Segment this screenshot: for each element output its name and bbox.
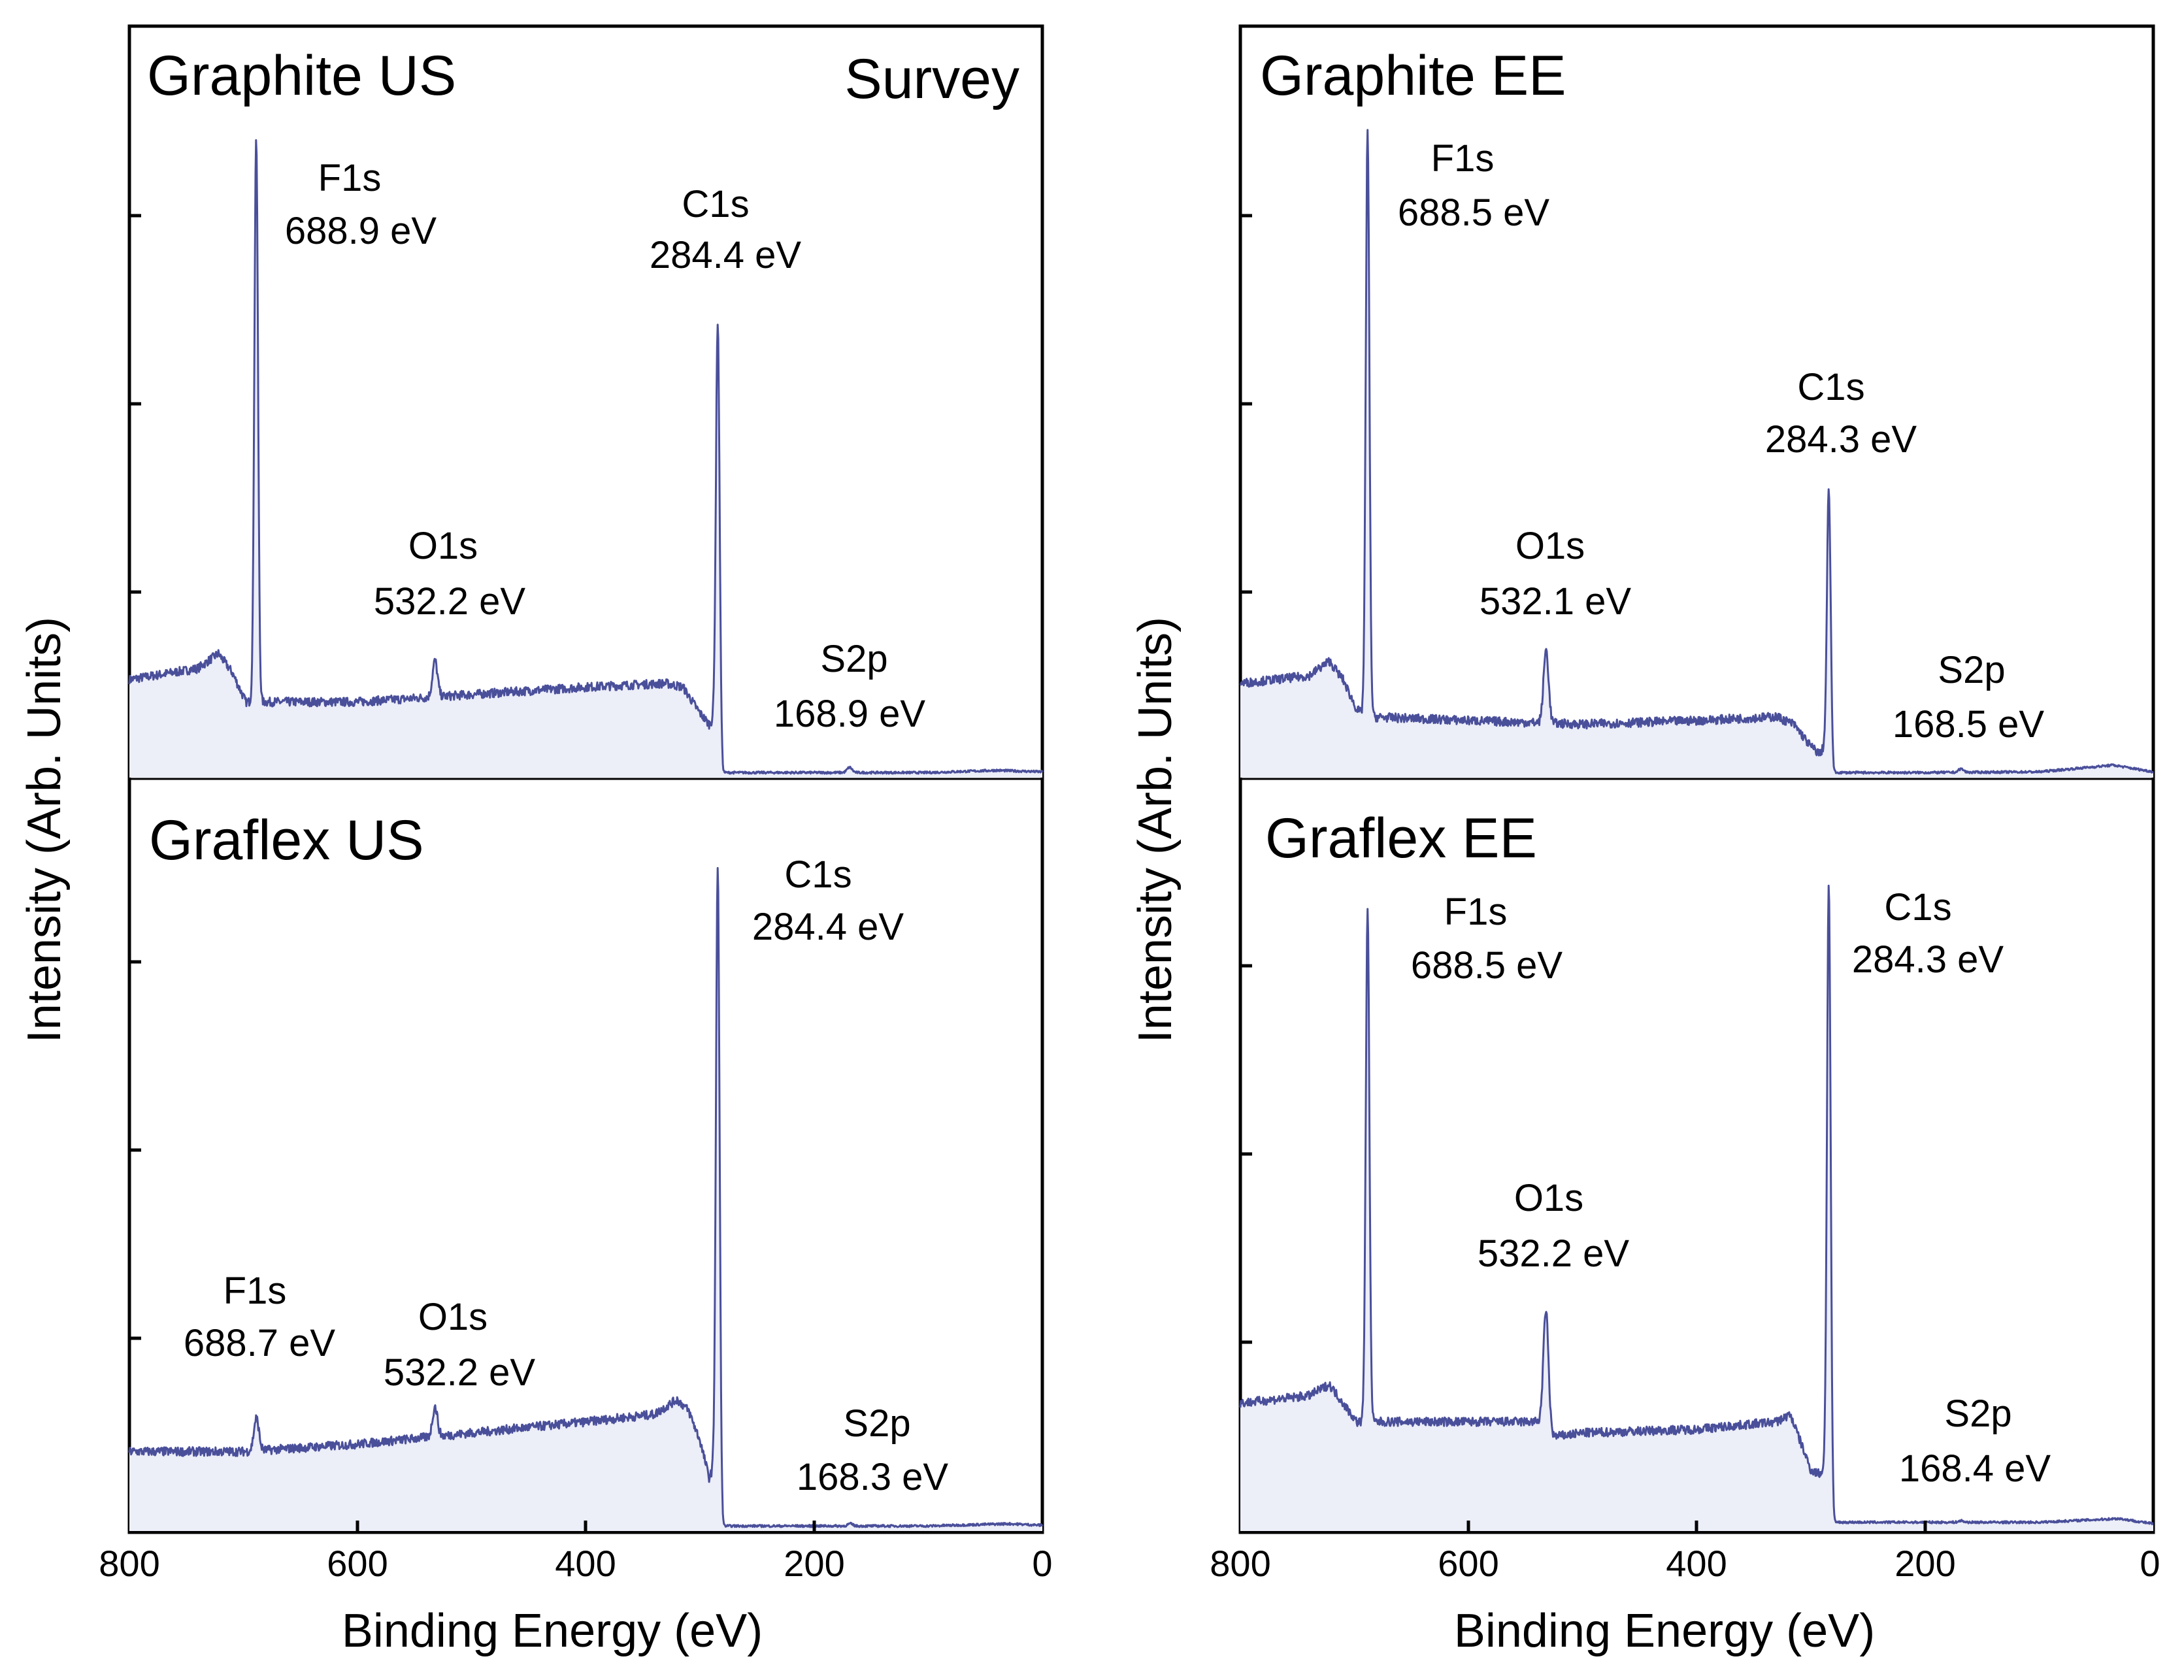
peak-energy-o1s: 532.2 eV bbox=[384, 1351, 536, 1394]
peak-label-o1s: O1s bbox=[1515, 525, 1585, 567]
peak-energy-s2p: 168.9 eV bbox=[774, 693, 926, 735]
peak-energy-s2p: 168.4 eV bbox=[1899, 1447, 2051, 1490]
peak-label-o1s: O1s bbox=[418, 1296, 488, 1338]
panel-graflex-us: Graflex US F1s 688.7 eV O1s 532.2 eV C1s… bbox=[128, 809, 1044, 1531]
panel-graphite-us: Graphite US Survey F1s 688.9 eV O1s 532.… bbox=[128, 44, 1044, 778]
peak-energy-o1s: 532.1 eV bbox=[1480, 580, 1632, 623]
y-axis-title-right: Intensity (Arb. Units) bbox=[1129, 617, 1182, 1043]
panel-graphite-ee: Graphite EE F1s 688.5 eV O1s 532.1 eV C1… bbox=[1239, 44, 2154, 778]
right-y-ticks bbox=[1240, 214, 1252, 1344]
peak-label-c1s: C1s bbox=[682, 183, 749, 225]
panel-title: Graphite EE bbox=[1260, 44, 1566, 107]
peak-label-c1s: C1s bbox=[1797, 366, 1864, 408]
peak-energy-c1s: 284.3 eV bbox=[1765, 418, 1917, 461]
spectrum-fill bbox=[129, 868, 1042, 1531]
x-tick-label: 600 bbox=[327, 1543, 388, 1584]
peak-energy-c1s: 284.3 eV bbox=[1852, 938, 2004, 981]
y-axis-title-left: Intensity (Arb. Units) bbox=[18, 617, 71, 1043]
spectrum-fill bbox=[1240, 885, 2153, 1531]
peak-energy-c1s: 284.4 eV bbox=[752, 906, 904, 948]
x-tick-label: 200 bbox=[1894, 1543, 1955, 1584]
right-column bbox=[1238, 24, 2155, 1534]
peak-label-f1s: F1s bbox=[223, 1270, 287, 1312]
x-tick-label: 800 bbox=[99, 1543, 159, 1584]
spectrum-line bbox=[128, 139, 1044, 775]
spectrum-fill bbox=[129, 140, 1042, 778]
peak-energy-f1s: 688.7 eV bbox=[184, 1322, 336, 1364]
x-axis-title: Binding Energy (eV) bbox=[1454, 1605, 1875, 1657]
x-tick-label: 800 bbox=[1210, 1543, 1270, 1584]
left-y-ticks bbox=[129, 214, 141, 1340]
x-axis-title: Binding Energy (eV) bbox=[342, 1605, 763, 1657]
panel-title: Graflex US bbox=[149, 809, 424, 872]
right-x-axis: 800 600 400 200 0 Binding Energy (eV) bbox=[1210, 1521, 2160, 1657]
x-tick-label: 200 bbox=[784, 1543, 844, 1584]
left-x-axis: 800 600 400 200 0 Binding Energy (eV) bbox=[99, 1521, 1053, 1657]
peak-energy-f1s: 688.9 eV bbox=[285, 210, 437, 252]
peak-energy-o1s: 532.2 eV bbox=[1478, 1232, 1630, 1275]
peak-label-f1s: F1s bbox=[318, 157, 382, 199]
peak-label-f1s: F1s bbox=[1444, 891, 1508, 933]
peak-label-o1s: O1s bbox=[1514, 1177, 1583, 1219]
peak-energy-c1s: 284.4 eV bbox=[650, 234, 802, 276]
peak-label-s2p: S2p bbox=[820, 638, 887, 680]
peak-label-o1s: O1s bbox=[408, 525, 478, 567]
x-tick-label: 600 bbox=[1438, 1543, 1498, 1584]
peak-label-s2p: S2p bbox=[843, 1402, 910, 1445]
panel-title: Graphite US bbox=[147, 44, 456, 107]
peak-energy-f1s: 688.5 eV bbox=[1398, 191, 1550, 234]
x-tick-label: 0 bbox=[2140, 1543, 2160, 1584]
peak-energy-o1s: 532.2 eV bbox=[374, 580, 526, 623]
spectrum-line bbox=[1239, 884, 2154, 1526]
survey-label: Survey bbox=[844, 48, 1019, 110]
panel-title: Graflex EE bbox=[1265, 807, 1537, 870]
peak-label-s2p: S2p bbox=[1938, 649, 2005, 691]
x-tick-label: 400 bbox=[1666, 1543, 1727, 1584]
panel-graflex-ee: Graflex EE F1s 688.5 eV O1s 532.2 eV C1s… bbox=[1239, 807, 2154, 1531]
x-tick-label: 400 bbox=[555, 1543, 616, 1584]
spectrum-fill bbox=[1240, 129, 2153, 778]
peak-energy-s2p: 168.3 eV bbox=[797, 1456, 949, 1498]
x-tick-label: 0 bbox=[1032, 1543, 1052, 1584]
peak-label-c1s: C1s bbox=[1884, 886, 1951, 929]
peak-energy-s2p: 168.5 eV bbox=[1893, 703, 2045, 746]
spectrum-line bbox=[1239, 129, 2154, 775]
peak-energy-f1s: 688.5 eV bbox=[1411, 944, 1563, 987]
peak-label-s2p: S2p bbox=[1944, 1392, 2011, 1435]
spectrum-line bbox=[128, 866, 1044, 1528]
peak-label-f1s: F1s bbox=[1431, 137, 1495, 180]
peak-label-c1s: C1s bbox=[784, 853, 852, 896]
